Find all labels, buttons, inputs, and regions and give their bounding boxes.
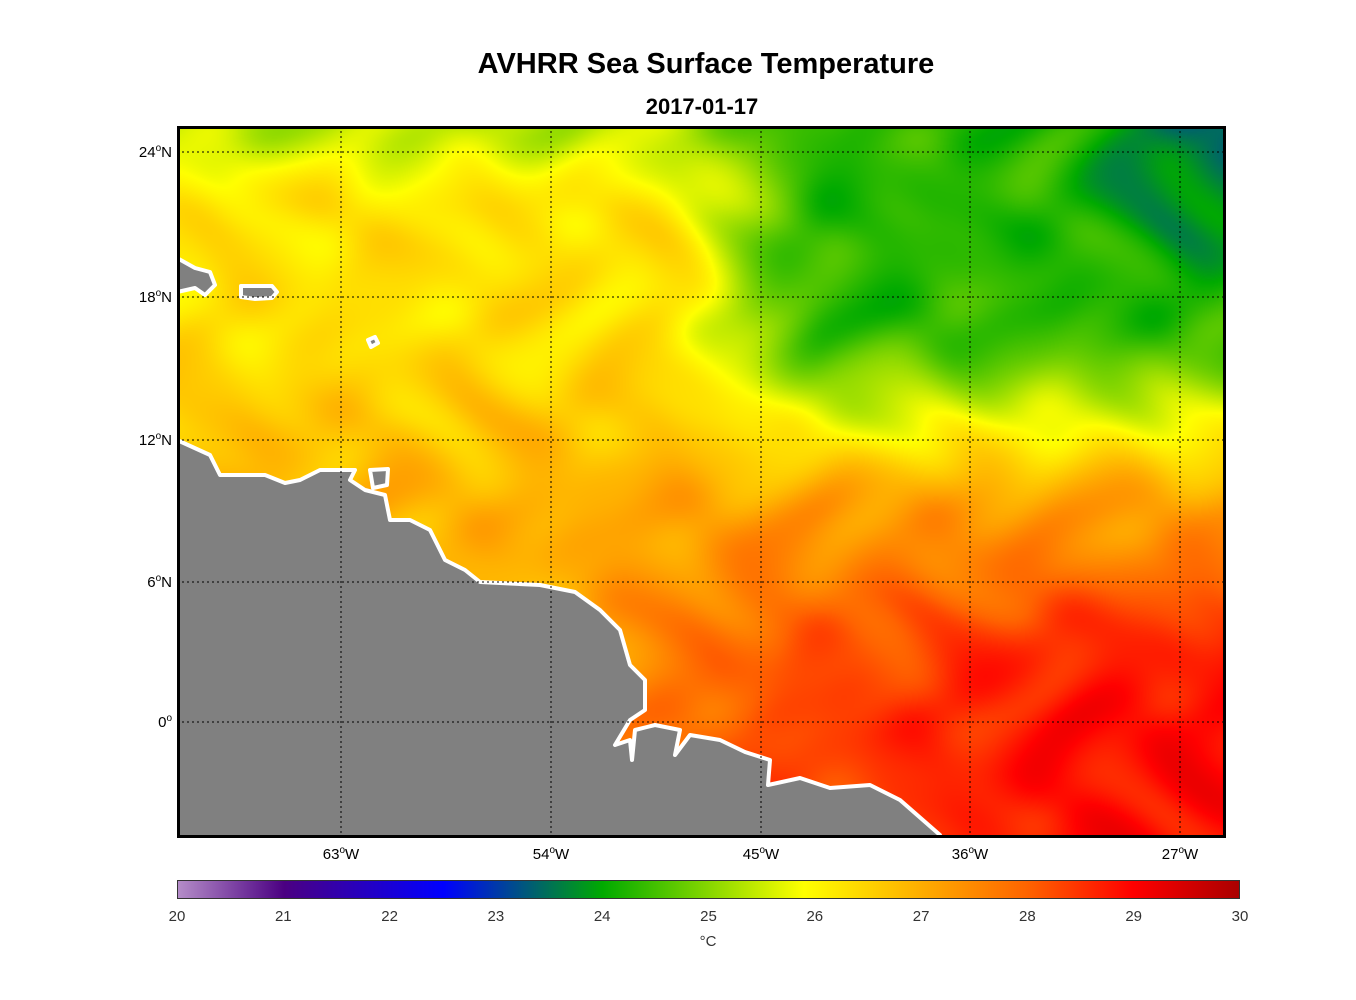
lon-label-54w: 54oW: [532, 845, 570, 863]
lon-label-63w: 63oW: [322, 845, 360, 863]
colorbar-tick-label: 26: [806, 908, 824, 925]
map-frame: [177, 126, 1226, 838]
lon-label-45w: 45oW: [742, 845, 780, 863]
lat-label-6n: 6oN: [147, 573, 172, 591]
colorbar-tick-label: 23: [487, 908, 505, 925]
colorbar-tick-label: 21: [274, 908, 292, 925]
lon-label-27w: 27oW: [1161, 845, 1199, 863]
map-title: AVHRR Sea Surface Temperature: [477, 48, 935, 80]
lat-label-12n: 12oN: [138, 431, 172, 449]
land: [177, 256, 942, 838]
graticule: [177, 126, 1226, 838]
lat-label-24n: 24oN: [138, 143, 172, 161]
colorbar-tick-label: 27: [912, 908, 930, 925]
colorbar-unit: °C: [699, 933, 717, 950]
colorbar-tick-label: 28: [1019, 908, 1036, 925]
lat-label-18n: 18oN: [138, 288, 172, 306]
colorbar-tick-label: 20: [168, 908, 186, 925]
colorbar-tick-label: 22: [381, 908, 398, 925]
south-america: [177, 438, 942, 838]
puerto-rico: [239, 284, 279, 301]
colorbar-tick-label: 25: [700, 908, 717, 925]
colorbar-tick-label: 30: [1231, 908, 1249, 925]
guadeloupe: [366, 335, 380, 349]
sst-map: [177, 126, 1226, 838]
lon-label-36w: 36oW: [951, 845, 989, 863]
map-overlay: [177, 126, 1226, 838]
map-date: 2017-01-17: [645, 94, 759, 119]
trinidad: [368, 467, 390, 490]
hispaniola: [177, 256, 217, 297]
colorbar-tick-label: 24: [593, 908, 611, 925]
lat-label-0: 0o: [158, 713, 172, 731]
colorbar: [177, 880, 1240, 899]
colorbar-tick-label: 29: [1125, 908, 1143, 925]
